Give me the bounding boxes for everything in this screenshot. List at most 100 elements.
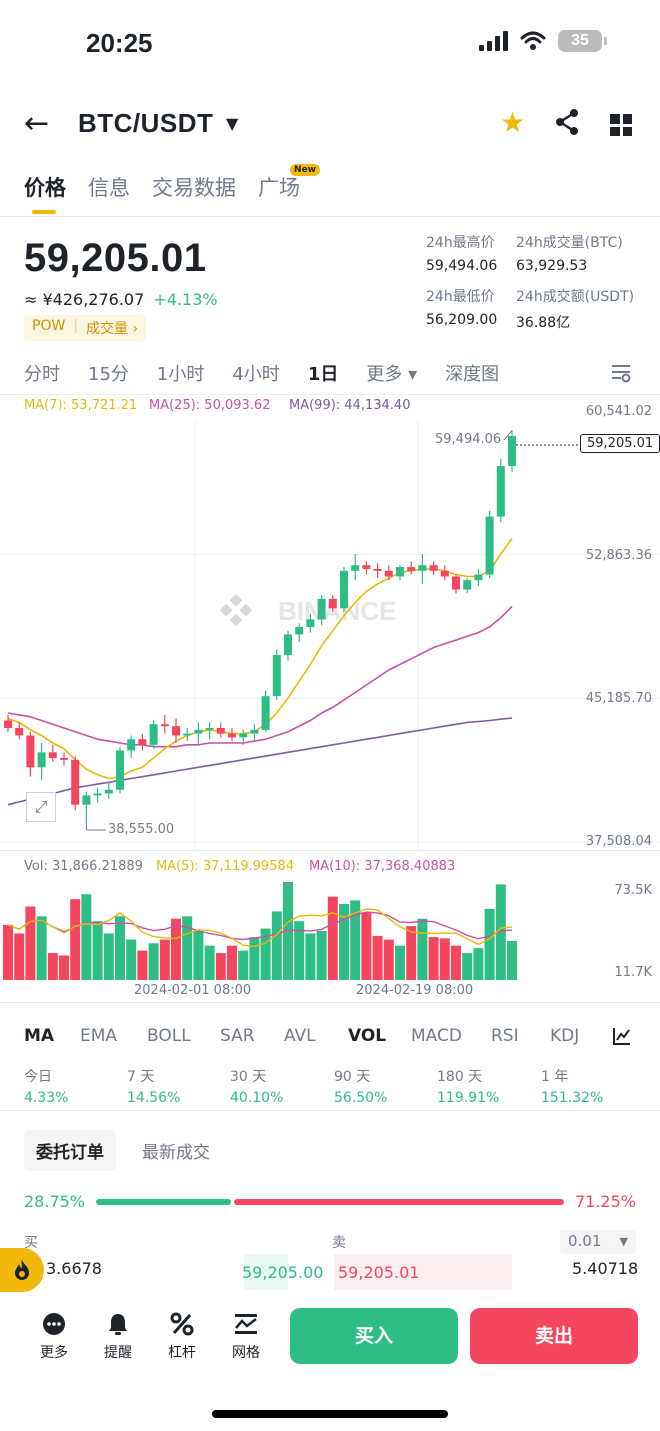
pair-dropdown-icon[interactable]: ▼ xyxy=(226,114,239,133)
pair-title[interactable]: BTC/USDT xyxy=(78,108,214,138)
favorite-star-icon[interactable]: ★ xyxy=(500,106,526,139)
more-button[interactable]: 更多 xyxy=(29,1310,79,1362)
status-icons: 35 xyxy=(479,30,607,52)
price-step-select[interactable]: 0.01 ▼ xyxy=(560,1230,636,1254)
interval-time[interactable]: 分时 xyxy=(24,364,60,385)
fire-icon[interactable] xyxy=(0,1248,44,1292)
candle xyxy=(26,735,35,768)
candle xyxy=(183,733,192,736)
volume-bar xyxy=(283,882,293,980)
candle xyxy=(508,436,516,467)
volume-bar xyxy=(339,904,349,980)
battery-icon: 35 xyxy=(558,30,607,52)
volume-bar xyxy=(473,948,484,980)
volume-bar xyxy=(215,953,226,980)
candle xyxy=(228,733,236,738)
tab-info[interactable]: 信息 xyxy=(88,176,130,200)
perf-7d: 7 天 14.56% xyxy=(127,1069,181,1106)
indicator-kdj[interactable]: KDJ xyxy=(550,1026,580,1046)
expand-icon[interactable]: ⤢ xyxy=(26,792,56,822)
volume-bar xyxy=(159,939,170,980)
ask-price[interactable]: 59,205.01 xyxy=(338,1263,420,1282)
ma25-legend: MA(25): 50,093.62 xyxy=(149,398,271,413)
candle xyxy=(149,724,158,745)
indicator-rsi[interactable]: RSI xyxy=(491,1026,519,1046)
candle xyxy=(396,567,404,577)
candle xyxy=(284,634,292,656)
watermark-text: BINANCE xyxy=(278,596,396,626)
y-label: 52,863.36 xyxy=(585,548,652,563)
share-icon[interactable] xyxy=(554,108,580,136)
volume-bar xyxy=(14,933,25,980)
divider xyxy=(0,394,660,395)
tab-square[interactable]: 广场 New xyxy=(258,164,320,202)
tab-order-book[interactable]: 委托订单 xyxy=(24,1130,116,1171)
divider xyxy=(0,216,660,217)
pow-tag: POW xyxy=(32,318,66,334)
candle xyxy=(373,568,382,571)
interval-4h[interactable]: 4小时 xyxy=(232,364,280,385)
indicator-ma[interactable]: MA xyxy=(24,1026,55,1046)
indicator-avl[interactable]: AVL xyxy=(284,1026,316,1046)
tab-trading-data[interactable]: 交易数据 xyxy=(152,176,236,200)
indicator-macd[interactable]: MACD xyxy=(411,1026,462,1046)
candle xyxy=(272,655,281,697)
interval-depth[interactable]: 深度图 xyxy=(445,364,500,385)
tab-price[interactable]: 价格 xyxy=(24,172,66,214)
y-label: 45,185.70 xyxy=(585,691,652,706)
indicator-vol[interactable]: VOL xyxy=(348,1026,387,1046)
sell-button[interactable]: 卖出 xyxy=(470,1308,638,1364)
ma99-legend: MA(99): 44,134.40 xyxy=(289,398,411,413)
volume-bar xyxy=(47,953,58,980)
candle xyxy=(317,598,326,620)
interval-1h[interactable]: 1小时 xyxy=(156,364,205,385)
bid-price[interactable]: 59,205.00 xyxy=(242,1263,324,1282)
candle xyxy=(440,570,449,577)
stat-vol-usdt: 24h成交额(USDT) 36.88亿 xyxy=(516,289,635,331)
chart-settings-icon[interactable] xyxy=(610,362,632,384)
buy-button[interactable]: 买入 xyxy=(290,1308,458,1364)
bid-qty: 3.6678 xyxy=(46,1259,102,1278)
candle xyxy=(261,696,270,730)
tab-recent-trades[interactable]: 最新成交 xyxy=(142,1143,210,1163)
ma25-line xyxy=(7,605,513,748)
indicator-boll[interactable]: BOLL xyxy=(147,1026,191,1046)
volume-bar xyxy=(428,937,439,980)
interval-more[interactable]: 更多 ▾ xyxy=(366,364,418,385)
price-chart[interactable]: BINANCE xyxy=(0,420,660,850)
low-marker-label: 38,555.00 xyxy=(108,822,175,837)
tag-row[interactable]: POW | 成交量 › xyxy=(24,315,147,341)
grid-button[interactable]: 网格 xyxy=(221,1310,271,1362)
y-label: 60,541.02 xyxy=(585,404,652,419)
candle xyxy=(418,565,427,571)
volume-bar xyxy=(70,899,81,980)
volume-bar xyxy=(462,953,473,980)
candle xyxy=(340,570,348,609)
indicator-ema[interactable]: EMA xyxy=(80,1026,118,1046)
stat-high: 24h最高价 59,494.06 xyxy=(426,235,498,274)
volume-bar xyxy=(271,911,282,980)
candle xyxy=(384,570,393,577)
volume-bar xyxy=(103,933,114,980)
new-badge: New xyxy=(290,164,320,176)
volume-chart[interactable] xyxy=(0,880,660,984)
candle xyxy=(216,728,225,734)
indicator-settings-icon[interactable] xyxy=(612,1026,632,1046)
volume-bar xyxy=(484,908,495,980)
interval-15m[interactable]: 15分 xyxy=(88,364,129,385)
interval-1d[interactable]: 1日 xyxy=(307,364,339,385)
alert-label: 提醒 xyxy=(104,1345,132,1361)
candle xyxy=(172,726,180,736)
candle xyxy=(116,750,124,790)
layout-grid-icon[interactable] xyxy=(610,114,632,136)
alert-button[interactable]: 提醒 xyxy=(93,1310,143,1362)
back-arrow-icon[interactable]: ← xyxy=(24,106,50,141)
candle xyxy=(362,565,371,569)
candle xyxy=(60,757,68,760)
vol-ma10-line xyxy=(7,911,513,941)
volume-bar xyxy=(204,945,215,980)
indicator-sar[interactable]: SAR xyxy=(220,1026,255,1046)
status-time: 20:25 xyxy=(86,28,153,58)
leverage-button[interactable]: 杠杆 xyxy=(157,1310,207,1362)
volume-bar xyxy=(126,939,137,980)
